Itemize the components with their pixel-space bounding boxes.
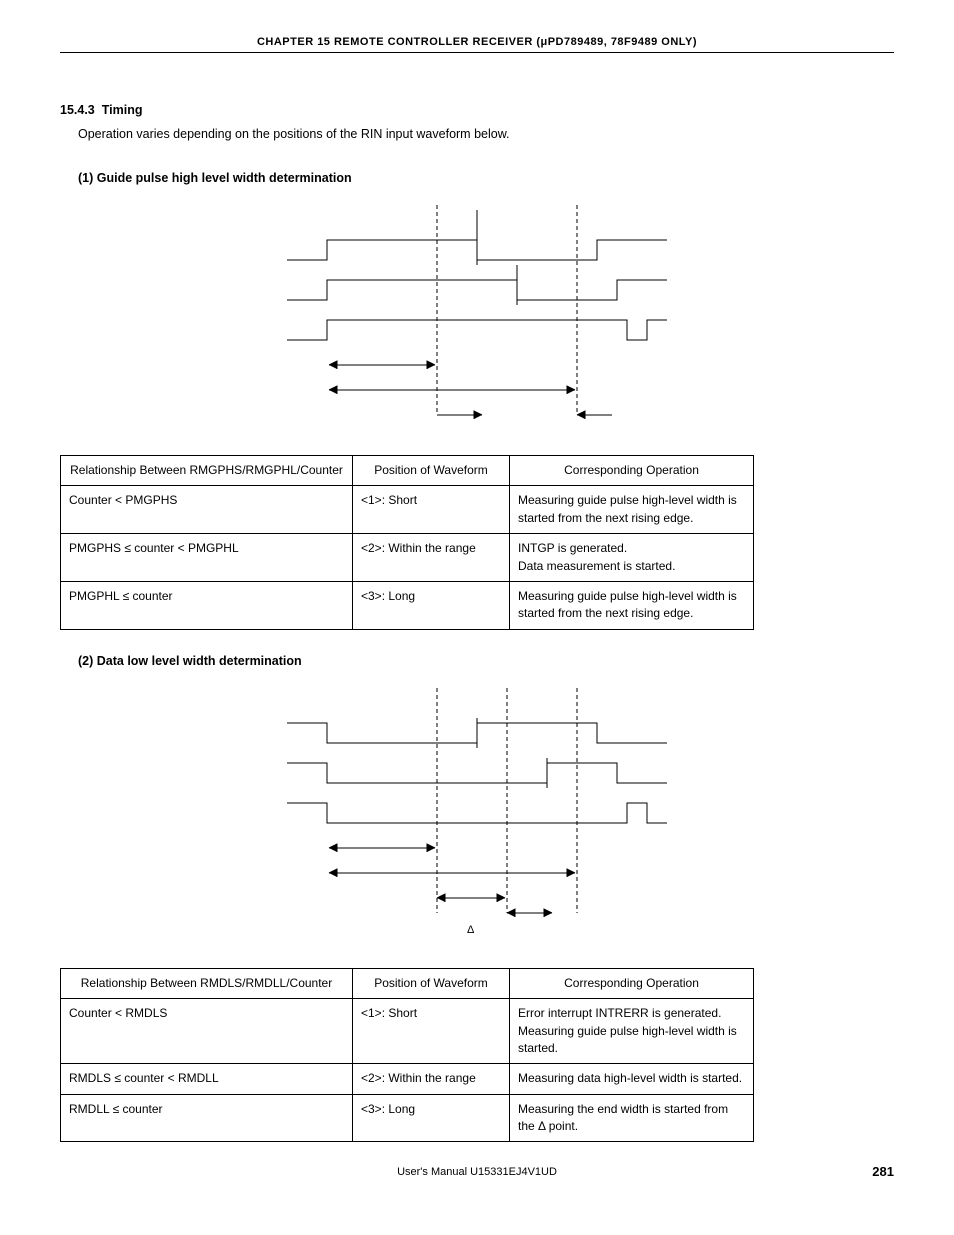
table-cell: <2>: Within the range <box>353 534 510 582</box>
table-cell: <1>: Short <box>353 999 510 1064</box>
table-cell: Measuring data high-level width is start… <box>510 1064 754 1094</box>
footer-manual-id: User's Manual U15331EJ4V1UD <box>60 1166 894 1178</box>
table-cell: INTGP is generated.Data measurement is s… <box>510 534 754 582</box>
table2-header-rel: Relationship Between RMDLS/RMDLL/Counter <box>61 968 353 998</box>
section-intro: Operation varies depending on the positi… <box>78 127 894 141</box>
table1-header-op: Corresponding Operation <box>510 456 754 486</box>
footer-page-number: 281 <box>872 1164 894 1179</box>
table-row: Counter < PMGPHS<1>: ShortMeasuring guid… <box>61 486 754 534</box>
section-number: 15.4.3 <box>60 103 95 117</box>
section-heading: 15.4.3 Timing <box>60 103 894 117</box>
chapter-header: CHAPTER 15 REMOTE CONTROLLER RECEIVER (μ… <box>60 36 894 53</box>
table-cell: Measuring guide pulse high-level width i… <box>510 581 754 629</box>
timing-diagram-1 <box>60 205 894 435</box>
section-title: Timing <box>102 103 143 117</box>
table1-header-pos: Position of Waveform <box>353 456 510 486</box>
table-cell: <3>: Long <box>353 581 510 629</box>
table-cell: <2>: Within the range <box>353 1064 510 1094</box>
table-row: RMDLL ≤ counter<3>: LongMeasuring the en… <box>61 1094 754 1142</box>
subheading-1: (1) Guide pulse high level width determi… <box>78 171 894 185</box>
table2-header-op: Corresponding Operation <box>510 968 754 998</box>
table-cell: Counter < RMDLS <box>61 999 353 1064</box>
table-cell: Measuring the end width is started from … <box>510 1094 754 1142</box>
subheading-2: (2) Data low level width determination <box>78 654 894 668</box>
table-cell: PMGPHL ≤ counter <box>61 581 353 629</box>
table-cell: Error interrupt INTRERR is generated.Mea… <box>510 999 754 1064</box>
table-cell: PMGPHS ≤ counter < PMGPHL <box>61 534 353 582</box>
table-cell: Counter < PMGPHS <box>61 486 353 534</box>
table-cell: Measuring guide pulse high-level width i… <box>510 486 754 534</box>
table-cell: <3>: Long <box>353 1094 510 1142</box>
table-cell: RMDLL ≤ counter <box>61 1094 353 1142</box>
timing-diagram-2: Δ <box>60 688 894 948</box>
table-1: Relationship Between RMGPHS/RMGPHL/Count… <box>60 455 754 630</box>
table-row: RMDLS ≤ counter < RMDLL<2>: Within the r… <box>61 1064 754 1094</box>
page-footer: User's Manual U15331EJ4V1UD 281 <box>60 1166 894 1178</box>
table-row: PMGPHL ≤ counter<3>: LongMeasuring guide… <box>61 581 754 629</box>
table-row: Counter < RMDLS<1>: ShortError interrupt… <box>61 999 754 1064</box>
table2-header-pos: Position of Waveform <box>353 968 510 998</box>
table-cell: <1>: Short <box>353 486 510 534</box>
table1-header-rel: Relationship Between RMGPHS/RMGPHL/Count… <box>61 456 353 486</box>
delta-label: Δ <box>467 924 475 936</box>
table-cell: RMDLS ≤ counter < RMDLL <box>61 1064 353 1094</box>
table-2: Relationship Between RMDLS/RMDLL/Counter… <box>60 968 754 1143</box>
table-row: PMGPHS ≤ counter < PMGPHL<2>: Within the… <box>61 534 754 582</box>
